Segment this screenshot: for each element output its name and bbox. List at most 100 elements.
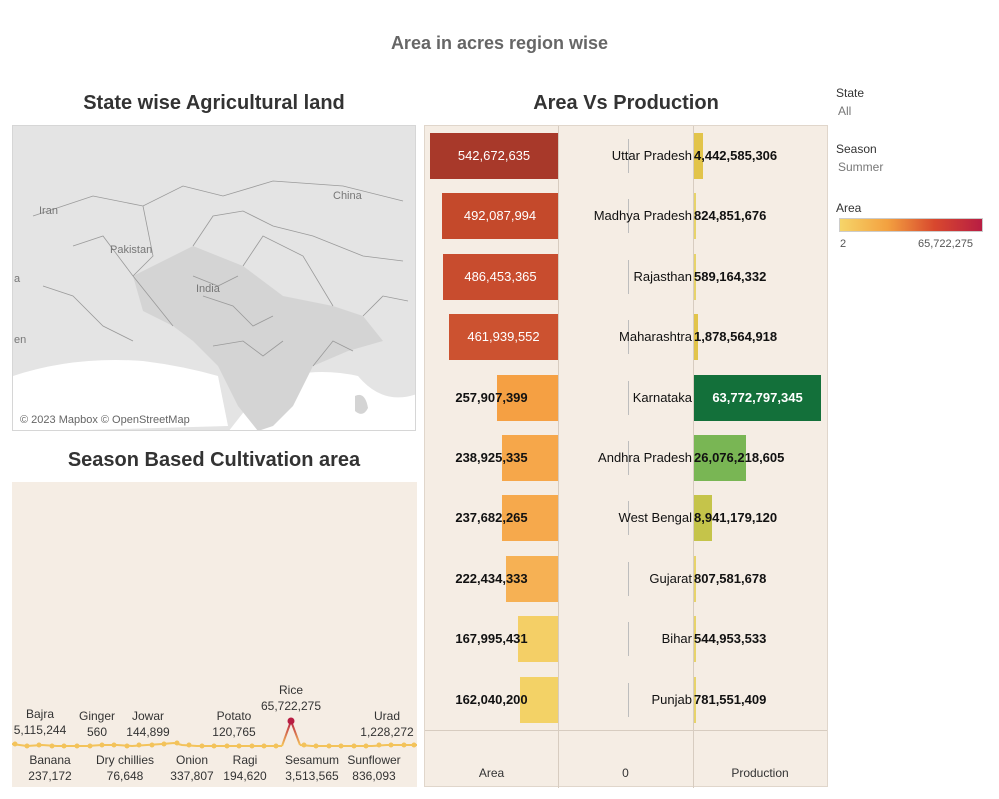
season-label-urad: Urad 1,228,272	[352, 708, 417, 740]
season-label-sesamum: Sesamum 3,513,565	[278, 752, 346, 784]
axis-label-production: Production	[731, 766, 789, 780]
urad-crop: Urad	[373, 709, 400, 723]
banana-value: 237,172	[28, 769, 72, 783]
potato-value: 120,765	[212, 725, 256, 739]
sunflower-value: 836,093	[352, 769, 396, 783]
map-label-en: en	[14, 334, 27, 346]
axis-label-zero: 0	[622, 766, 629, 780]
area-bar[interactable]	[449, 314, 558, 361]
state-name-label: Bihar	[661, 631, 692, 647]
row-separator	[628, 380, 629, 415]
state-name-label: Andhra Pradesh	[598, 450, 692, 465]
sesamum-value: 3,513,565	[285, 769, 339, 783]
area-value-label: 461,939,552	[467, 329, 540, 345]
jowar-value: 144,899	[126, 725, 170, 739]
map-title: State wise Agricultural land	[83, 92, 345, 114]
area-bar[interactable]	[502, 495, 558, 542]
row-separator	[628, 682, 629, 717]
potato-crop: Potato	[216, 709, 252, 723]
season-filter-value[interactable]: Summer	[838, 160, 884, 174]
area-bar[interactable]	[506, 555, 558, 602]
state-name-label: Punjab	[651, 691, 692, 707]
area-color-legend	[839, 218, 983, 232]
production-bar[interactable]	[694, 555, 696, 602]
area-bar[interactable]	[497, 374, 558, 421]
season-label-ragi: Ragi 194,620	[215, 752, 275, 784]
state-filter-value[interactable]: All	[838, 104, 852, 118]
rice-crop: Rice	[278, 683, 303, 697]
season-label-bajra: Bajra 5,115,244	[12, 706, 76, 738]
jowar-crop: Jowar	[131, 709, 164, 723]
area-bar[interactable]	[520, 676, 558, 723]
production-bar[interactable]	[694, 374, 821, 421]
production-bar[interactable]	[694, 495, 712, 542]
production-value-label: 589,164,332	[694, 268, 767, 284]
area-bar[interactable]	[502, 435, 558, 481]
production-bar[interactable]	[694, 133, 703, 179]
area-vs-production-chart[interactable]: Area 0 Production 542,672,635 Uttar Prade…	[424, 125, 828, 788]
map-label-pakistan: Pakistan	[110, 244, 153, 256]
season-chart[interactable]: Rice 65,722,275 Bajra 5,115,244 Ginger 5…	[12, 482, 417, 787]
area-value-label: 167,995,431	[455, 631, 528, 647]
production-value-label: 781,551,409	[694, 691, 767, 707]
season-label-jowar: Jowar 144,899	[118, 708, 178, 740]
area-bar[interactable]	[442, 193, 558, 240]
season-label-ginger: Ginger 560	[67, 708, 127, 740]
production-bar[interactable]	[694, 616, 696, 663]
season-label-dry-chillies: Dry chillies 76,648	[88, 752, 162, 784]
season-label-banana: Banana 237,172	[20, 752, 80, 784]
production-value-label: 4,442,585,306	[694, 148, 778, 163]
row-separator	[628, 259, 629, 294]
row-separator	[628, 501, 629, 536]
area-bar[interactable]	[443, 253, 558, 300]
ragi-crop: Ragi	[232, 753, 258, 767]
area-bar[interactable]	[430, 133, 558, 179]
area-legend-label: Area	[836, 201, 862, 215]
row-separator	[628, 199, 629, 234]
production-bar[interactable]	[694, 435, 746, 481]
axis-label-area: Area	[478, 766, 505, 780]
production-bar[interactable]	[694, 253, 696, 300]
state-name-label: Gujarat	[649, 570, 692, 586]
area-value-label: 237,682,265	[455, 510, 528, 526]
sesamum-crop: Sesamum	[284, 753, 340, 767]
map-label-a: a	[14, 273, 21, 285]
area-value-label: 238,925,335	[455, 450, 528, 465]
rice-value: 65,722,275	[260, 699, 322, 713]
area-value-label: 257,907,399	[455, 389, 528, 405]
season-label-potato: Potato 120,765	[204, 708, 264, 740]
state-name-label: Karnataka	[632, 389, 692, 405]
production-bar[interactable]	[694, 676, 696, 723]
map-attribution: © 2023 Mapbox © OpenStreetMap	[20, 414, 190, 426]
area-bar[interactable]	[518, 616, 558, 663]
season-label-rice: Rice 65,722,275	[246, 682, 336, 714]
season-line-svg	[12, 717, 417, 749]
column-divider-area	[558, 126, 559, 788]
state-name-label: Uttar Pradesh	[611, 148, 692, 163]
area-value-label: 486,453,365	[464, 268, 537, 284]
row-separator	[628, 622, 629, 657]
map-label-india: India	[196, 283, 220, 295]
production-bar[interactable]	[694, 193, 696, 240]
map-label-iran: Iran	[39, 205, 58, 217]
dashboard-title: Area in acres region wise	[390, 33, 609, 53]
urad-value: 1,228,272	[360, 725, 414, 739]
state-map[interactable]: Iran Pakistan India China en a © 2023 Ma…	[12, 125, 416, 431]
area-legend-min: 2	[840, 238, 847, 250]
production-bar[interactable]	[694, 314, 698, 361]
row-separator	[628, 139, 629, 173]
production-value-label: 1,878,564,918	[694, 329, 778, 345]
production-value-label: 8,941,179,120	[694, 510, 778, 526]
season-filter-label: Season	[836, 142, 877, 156]
production-value-label: 544,953,533	[694, 631, 767, 647]
bajra-value: 5,115,244	[13, 723, 67, 737]
state-name-label: Rajasthan	[633, 268, 692, 284]
state-filter-label: State	[836, 86, 865, 100]
production-value-label: 63,772,797,345	[712, 389, 803, 405]
row-separator	[628, 441, 629, 475]
sunflower-crop: Sunflower	[347, 753, 401, 767]
production-value-label: 824,851,676	[694, 208, 767, 224]
area-legend-max: 65,722,275	[918, 238, 974, 250]
ginger-crop: Ginger	[78, 709, 116, 723]
